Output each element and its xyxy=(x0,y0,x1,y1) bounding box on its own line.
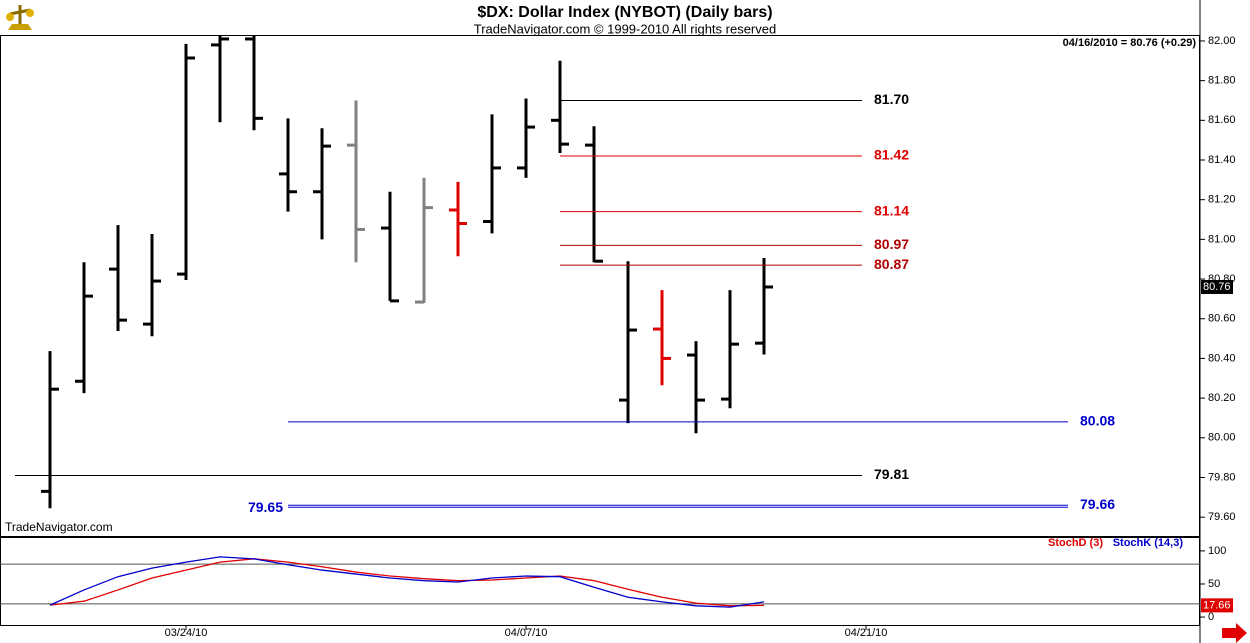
y-tick-label: 50 xyxy=(1208,578,1220,590)
y-tick-label: 81.80 xyxy=(1208,75,1236,87)
level-label: 80.87 xyxy=(874,256,909,272)
stoch-line xyxy=(49,556,765,608)
y-tick-label: 79.60 xyxy=(1208,511,1236,523)
level-label: 79.81 xyxy=(874,466,909,482)
stoch-value-label: 17.66 xyxy=(1203,599,1231,611)
y-tick-label: 81.40 xyxy=(1208,154,1236,166)
level-label: 79.66 xyxy=(1080,496,1115,512)
y-tick-label: 80.60 xyxy=(1208,313,1236,325)
x-tick-label: 03/24/10 xyxy=(165,627,208,639)
last-price-box xyxy=(1201,279,1233,294)
level-label: 81.14 xyxy=(874,202,909,218)
y-tick-label: 80.20 xyxy=(1208,392,1236,404)
y-tick-label: 100 xyxy=(1208,545,1226,557)
level-label: 80.08 xyxy=(1080,413,1115,429)
y-tick-label: 81.60 xyxy=(1208,114,1236,126)
main-frame xyxy=(0,35,1200,537)
x-tick-label: 04/07/10 xyxy=(505,627,548,639)
level-label: 80.97 xyxy=(874,236,909,252)
y-tick-label: 0 xyxy=(1208,611,1214,623)
stoch-lines xyxy=(49,556,765,608)
stoch-frame xyxy=(0,537,1200,626)
y-tick-label: 79.80 xyxy=(1208,471,1236,483)
scroll-arrow[interactable] xyxy=(1222,623,1247,643)
level-label: 81.70 xyxy=(874,91,909,107)
chart-subtitle: TradeNavigator.com © 1999-2010 All right… xyxy=(474,21,776,36)
level-label: 79.65 xyxy=(248,499,283,515)
y-tick-label: 81.20 xyxy=(1208,194,1236,206)
stoch-value-box xyxy=(1201,598,1233,613)
source: TradeNavigator.com xyxy=(5,520,113,534)
stoch-line xyxy=(49,558,765,607)
y-tick-label: 80.40 xyxy=(1208,352,1236,364)
y-tick-label: 82.00 xyxy=(1208,35,1236,47)
logo xyxy=(6,5,34,30)
legend-label: StochD (3) xyxy=(1048,537,1103,549)
level-label: 81.42 xyxy=(874,147,909,163)
y-tick-label: 80.00 xyxy=(1208,432,1236,444)
chart-title: $DX: Dollar Index (NYBOT) (Daily bars) xyxy=(477,4,772,21)
last-price-label: 80.76 xyxy=(1203,281,1231,293)
last-price-annotation: 04/16/2010 = 80.76 (+0.29) xyxy=(1063,37,1197,49)
legend-label: StochK (14,3) xyxy=(1113,537,1184,549)
bars xyxy=(41,35,773,509)
y-tick-label: 81.00 xyxy=(1208,233,1236,245)
x-tick-label: 04/21/10 xyxy=(845,627,888,639)
